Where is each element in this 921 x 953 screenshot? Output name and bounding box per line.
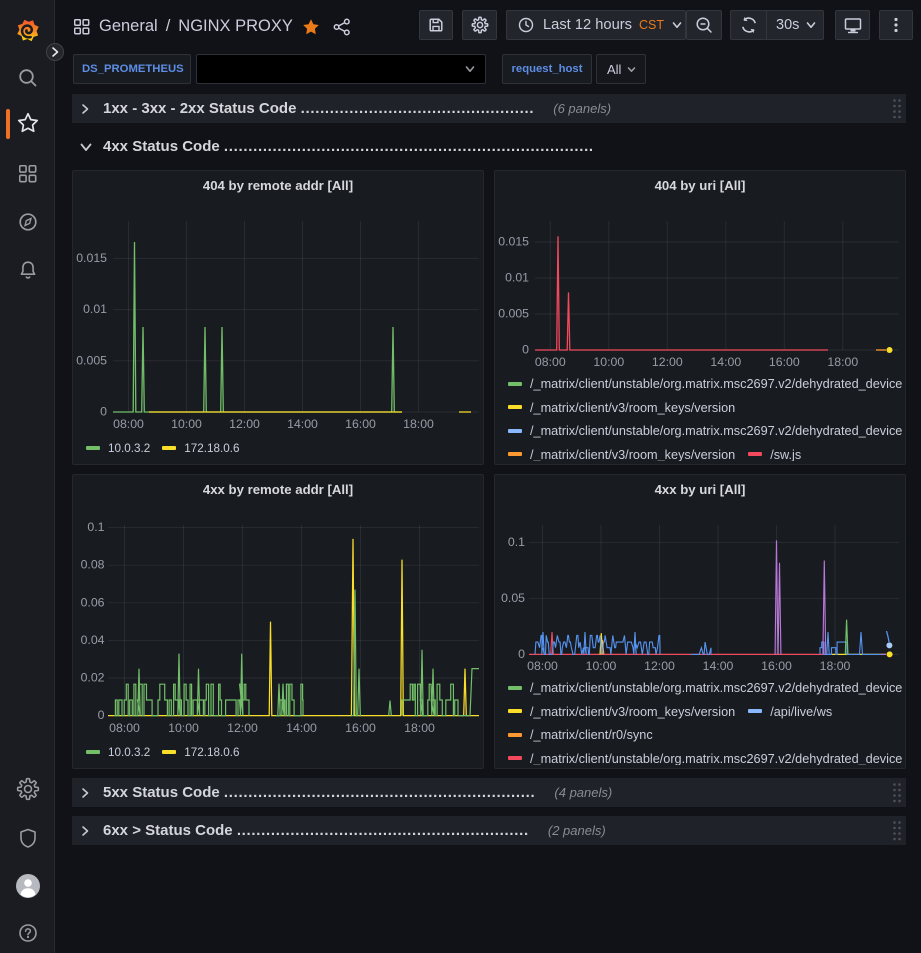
svg-text:0.005: 0.005 (76, 353, 107, 367)
svg-text:0.015: 0.015 (76, 251, 107, 265)
svg-text:12:00: 12:00 (652, 355, 683, 369)
svg-text:0.005: 0.005 (498, 307, 529, 321)
svg-text:18:00: 18:00 (820, 659, 851, 673)
svg-text:10:00: 10:00 (168, 721, 199, 735)
svg-text:12:00: 12:00 (229, 417, 260, 431)
svg-text:0.1: 0.1 (508, 535, 525, 549)
svg-text:10:00: 10:00 (586, 659, 617, 673)
svg-text:14:00: 14:00 (703, 659, 734, 673)
svg-text:10:00: 10:00 (593, 355, 624, 369)
svg-text:16:00: 16:00 (345, 417, 376, 431)
svg-text:18:00: 18:00 (403, 417, 434, 431)
svg-text:16:00: 16:00 (345, 721, 376, 735)
svg-text:0: 0 (518, 647, 525, 661)
svg-text:16:00: 16:00 (761, 659, 792, 673)
svg-text:18:00: 18:00 (404, 721, 435, 735)
svg-text:0.01: 0.01 (83, 302, 107, 316)
svg-text:0: 0 (522, 343, 529, 357)
svg-text:0.1: 0.1 (87, 520, 104, 534)
svg-text:12:00: 12:00 (227, 721, 258, 735)
svg-text:16:00: 16:00 (769, 355, 800, 369)
svg-text:12:00: 12:00 (644, 659, 675, 673)
svg-text:14:00: 14:00 (286, 721, 317, 735)
svg-text:08:00: 08:00 (535, 355, 566, 369)
svg-text:0.05: 0.05 (501, 591, 525, 605)
svg-text:0.015: 0.015 (498, 235, 529, 249)
svg-text:14:00: 14:00 (710, 355, 741, 369)
svg-text:08:00: 08:00 (527, 659, 558, 673)
svg-text:0.01: 0.01 (505, 271, 529, 285)
svg-text:10:00: 10:00 (171, 417, 202, 431)
svg-text:14:00: 14:00 (287, 417, 318, 431)
svg-text:0.04: 0.04 (81, 633, 105, 647)
svg-text:08:00: 08:00 (113, 417, 144, 431)
svg-text:0.02: 0.02 (81, 671, 105, 685)
svg-text:08:00: 08:00 (109, 721, 140, 735)
svg-text:0.08: 0.08 (81, 558, 105, 572)
svg-text:0: 0 (100, 405, 107, 419)
svg-text:18:00: 18:00 (827, 355, 858, 369)
svg-text:0: 0 (98, 708, 105, 722)
svg-text:0.06: 0.06 (81, 595, 105, 609)
